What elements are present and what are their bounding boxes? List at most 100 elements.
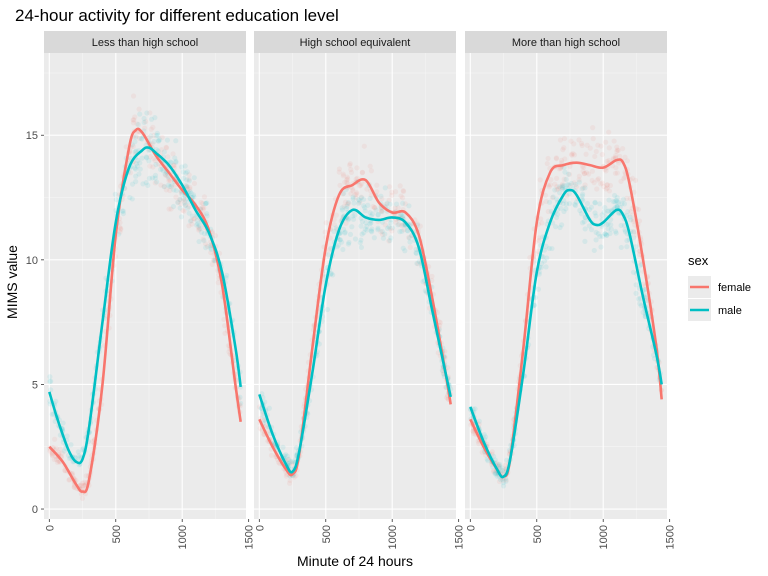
data-point-female	[545, 155, 551, 162]
data-point-male	[351, 200, 357, 206]
data-point-male	[148, 133, 154, 139]
data-point-male	[605, 221, 611, 227]
data-point-male	[582, 185, 588, 191]
data-point-female	[429, 273, 435, 279]
data-point-female	[204, 243, 211, 250]
data-point-female	[352, 192, 358, 198]
data-point-male	[361, 203, 367, 209]
data-point-male	[613, 197, 619, 204]
data-point-female	[165, 154, 171, 160]
data-point-male	[362, 205, 368, 211]
data-point-female	[536, 237, 542, 243]
data-point-male	[606, 208, 612, 214]
data-point-female	[570, 151, 576, 157]
data-point-female	[479, 449, 485, 455]
data-point-male	[631, 235, 637, 241]
data-point-female	[57, 446, 63, 452]
data-point-female	[83, 473, 89, 479]
data-point-male	[618, 244, 624, 251]
data-point-female	[622, 174, 628, 180]
data-point-female	[142, 125, 148, 131]
data-point-female	[489, 449, 495, 455]
data-point-male	[167, 159, 174, 165]
data-point-male	[356, 200, 362, 206]
data-point-female	[568, 151, 575, 157]
data-point-male	[608, 226, 614, 232]
data-point-female	[593, 148, 599, 155]
data-point-male	[194, 217, 200, 224]
data-point-female	[397, 183, 403, 189]
x-tick-label: 1500	[665, 525, 677, 549]
data-point-female	[181, 196, 187, 203]
data-point-male	[637, 263, 643, 269]
data-point-female	[186, 176, 192, 182]
data-point-female	[150, 124, 156, 130]
data-point-male	[579, 193, 585, 199]
data-point-male	[141, 115, 147, 122]
data-point-female	[495, 461, 501, 467]
data-point-female	[117, 224, 123, 230]
data-point-male	[625, 208, 631, 215]
data-point-female	[132, 114, 138, 120]
data-point-female	[503, 477, 509, 483]
data-point-male	[608, 216, 614, 223]
data-point-female	[544, 160, 550, 167]
data-point-male	[333, 225, 339, 231]
data-point-male	[602, 205, 608, 211]
data-point-male	[175, 199, 181, 206]
data-point-female	[196, 227, 202, 233]
data-point-male	[413, 250, 420, 256]
data-point-female	[221, 323, 228, 329]
data-point-male	[207, 243, 213, 249]
data-point-female	[159, 134, 165, 140]
data-point-female	[152, 180, 158, 186]
data-point-male	[492, 471, 498, 477]
data-point-female	[584, 142, 590, 148]
data-point-male	[340, 190, 347, 197]
data-point-female	[151, 132, 157, 139]
data-point-female	[167, 178, 174, 184]
data-point-female	[562, 156, 568, 162]
data-point-male	[357, 240, 363, 246]
data-point-male	[581, 219, 587, 225]
data-point-male	[397, 229, 403, 235]
data-point-female	[117, 220, 123, 226]
data-point-male	[288, 459, 294, 465]
data-point-male	[624, 238, 630, 244]
data-point-male	[188, 190, 194, 197]
data-point-female	[163, 145, 170, 151]
data-point-female	[358, 181, 365, 187]
data-point-female	[604, 182, 610, 188]
data-point-male	[135, 157, 141, 164]
data-point-female	[635, 206, 642, 213]
data-point-female	[187, 186, 193, 192]
data-point-male	[173, 158, 179, 164]
data-point-female	[215, 280, 221, 286]
data-point-female	[209, 261, 215, 268]
x-tick-label: 500	[532, 525, 544, 543]
data-point-male	[593, 229, 599, 235]
data-point-male	[201, 237, 207, 244]
data-point-male	[47, 374, 53, 380]
data-point-male	[399, 228, 405, 234]
data-point-female	[163, 144, 169, 150]
data-point-male	[386, 224, 392, 230]
data-point-male	[635, 296, 642, 302]
data-point-male	[402, 248, 408, 254]
data-point-male	[633, 282, 639, 288]
data-point-male	[604, 232, 610, 239]
data-point-male	[143, 154, 149, 160]
data-point-male	[566, 182, 572, 188]
data-point-male	[614, 195, 620, 201]
data-point-male	[357, 198, 363, 204]
data-point-female	[383, 201, 389, 207]
data-point-male	[352, 212, 358, 218]
data-point-female	[429, 277, 435, 284]
data-point-male	[389, 225, 395, 231]
data-point-female	[559, 181, 566, 187]
data-point-male	[350, 194, 356, 200]
data-point-male	[393, 201, 400, 207]
data-point-male	[578, 211, 585, 217]
data-point-male	[368, 228, 374, 234]
data-point-female	[191, 216, 197, 222]
